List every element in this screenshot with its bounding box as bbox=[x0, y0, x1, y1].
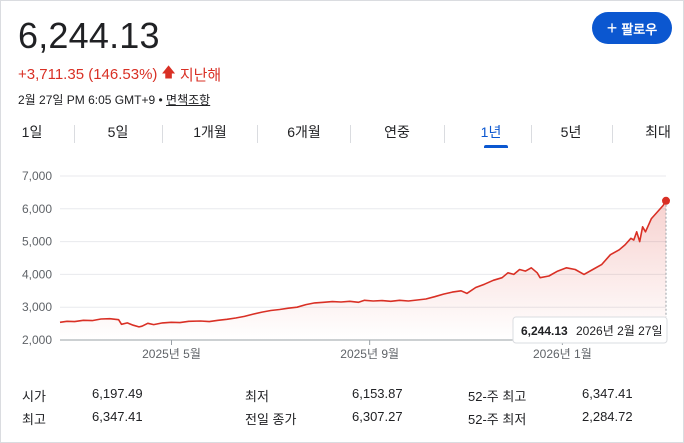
y-tick-label: 4,000 bbox=[22, 267, 52, 281]
active-tab-indicator bbox=[484, 145, 508, 148]
plus-icon: + bbox=[606, 18, 618, 38]
tab-1d[interactable]: 1일 bbox=[21, 124, 43, 140]
stat-label: 최고 bbox=[22, 412, 46, 427]
disclaimer-link[interactable]: 면책조항 bbox=[166, 93, 211, 107]
price-area bbox=[60, 200, 666, 340]
y-tick-label: 5,000 bbox=[22, 235, 52, 249]
tab-ytd[interactable]: 연중 bbox=[384, 124, 410, 140]
tab-6m[interactable]: 6개월 bbox=[287, 124, 321, 140]
price-chart[interactable]: 7,000 6,000 5,000 4,000 3,000 2,000 2025년 5월 2… bbox=[0, 160, 684, 370]
stat-value: 6,307.27 bbox=[352, 409, 403, 424]
tab-1y[interactable]: 1년 bbox=[480, 124, 502, 140]
tab-divider bbox=[531, 125, 532, 143]
x-tick-label: 2025년 9월 bbox=[340, 347, 399, 361]
tooltip-value: 6,244.13 bbox=[521, 324, 568, 338]
meta-dot: • bbox=[158, 93, 167, 107]
quote-meta: 2월 27일 PM 6:05 GMT+9 • 면책조항 bbox=[18, 91, 210, 108]
y-tick-label: 6,000 bbox=[22, 202, 52, 216]
tab-divider bbox=[350, 125, 351, 143]
follow-label: 팔로우 bbox=[621, 21, 658, 37]
stat-label: 52-주 최저 bbox=[468, 412, 527, 427]
stat-label: 최저 bbox=[245, 389, 269, 404]
latest-point bbox=[662, 196, 670, 205]
y-tick-label: 3,000 bbox=[22, 300, 52, 314]
stat-value: 6,153.87 bbox=[352, 386, 403, 401]
tooltip-date: 2026년 2월 27일 bbox=[576, 324, 663, 338]
range-tabs: 1일 5일 1개월 6개월 연중 1년 5년 최대 bbox=[0, 122, 684, 150]
tab-5y[interactable]: 5년 bbox=[560, 124, 582, 140]
tab-divider bbox=[257, 125, 258, 143]
current-price: 6,244.13 bbox=[18, 15, 160, 56]
stat-value: 2,284.72 bbox=[582, 409, 633, 424]
stat-label: 시가 bbox=[22, 389, 46, 404]
x-tick-label: 2026년 1월 bbox=[533, 347, 592, 361]
stat-value: 6,347.41 bbox=[582, 386, 633, 401]
stat-label: 52-주 최고 bbox=[468, 389, 527, 404]
tab-1m[interactable]: 1개월 bbox=[193, 124, 227, 140]
stat-value: 6,347.41 bbox=[92, 409, 143, 424]
price-line bbox=[59, 200, 667, 328]
hover-tooltip: 6,244.13 2026년 2월 27일 bbox=[512, 316, 668, 344]
quote-timestamp: 2월 27일 PM 6:05 GMT+9 bbox=[18, 93, 156, 107]
price-change: +3,711.35 (146.53%) 🡅 지난해 bbox=[18, 62, 221, 86]
arrow-up-icon: 🡅 bbox=[161, 64, 176, 80]
change-value: +3,711.35 (146.53%) bbox=[18, 65, 158, 83]
tab-divider bbox=[74, 125, 75, 143]
follow-button[interactable]: + 팔로우 bbox=[592, 12, 672, 44]
tab-max[interactable]: 최대 bbox=[645, 124, 671, 140]
y-tick-label: 7,000 bbox=[22, 169, 52, 183]
tab-5d[interactable]: 5일 bbox=[107, 124, 129, 140]
stat-label: 전일 종가 bbox=[245, 412, 297, 427]
stat-value: 6,197.49 bbox=[92, 386, 143, 401]
x-tick-label: 2025년 5월 bbox=[142, 347, 201, 361]
change-period: 지난해 bbox=[179, 66, 222, 84]
y-tick-label: 2,000 bbox=[22, 333, 52, 347]
tab-divider bbox=[162, 125, 163, 143]
tab-divider bbox=[612, 125, 613, 143]
tab-divider bbox=[444, 125, 445, 143]
